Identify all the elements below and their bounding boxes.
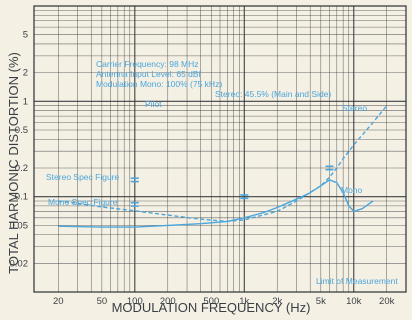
spec-mark: [130, 205, 139, 207]
x-tick-label: 500: [203, 296, 219, 307]
x-tick-label: 5k: [316, 296, 326, 307]
spec-mark: [240, 197, 249, 200]
spec-mark: [240, 194, 249, 196]
spec-mark: [130, 180, 139, 183]
y-tick-label: 0.5: [15, 125, 28, 136]
modulation-stereo-label: Stereo: 45.5% (Main and Side): [215, 89, 331, 99]
stereo-spec-figure-label: Stereo Spec Figure: [46, 172, 120, 182]
spec-mark: [130, 177, 139, 179]
x-tick-label: 1k: [239, 296, 249, 307]
series-layer: [58, 105, 388, 228]
x-tick-label: 20: [53, 296, 64, 307]
y-tick-label: 0.02: [10, 258, 29, 269]
y-tick-label: 0.05: [10, 220, 29, 231]
spec-mark: [325, 165, 334, 168]
grid-layer: [33, 5, 407, 293]
spec-mark: [130, 201, 139, 204]
carrier-frequency-label: Carrier Frequency: 98 MHz: [96, 59, 199, 69]
stereo-series-line: [58, 105, 388, 223]
plot-frame: [33, 5, 407, 293]
x-tick-label: 100: [127, 296, 143, 307]
tick-label-layer: 20 50 100 200 500 1k 2k 5k 10k 20k 5 2 1 0.5 0.2 0.1 0.0…: [10, 30, 395, 307]
x-tick-label: 20k: [379, 296, 395, 307]
spec-mark-layer: [130, 165, 334, 207]
x-tick-label: 10k: [346, 296, 362, 307]
y-tick-label: 0.2: [15, 163, 28, 174]
y-tick-label: 1: [23, 96, 28, 107]
y-axis-title: TOTAL HARMONIC DISTORTION (%): [6, 52, 21, 274]
y-tick-label: 2: [23, 68, 28, 79]
y-tick-label: 5: [23, 30, 28, 41]
stereo-series-label: Stereo: [342, 103, 367, 113]
mono-series-line: [58, 179, 374, 228]
test-conditions-block: Carrier Frequency: 98 MHz Antenna Input …: [96, 59, 331, 109]
y-tick-label: 0.1: [15, 192, 28, 203]
mono-spec-figure-label: Mono Spec Figure: [48, 197, 118, 207]
mono-series-label: Mono: [341, 185, 363, 195]
x-tick-label: 2k: [272, 296, 282, 307]
limit-of-measurement-label: Limit of Measurement: [316, 276, 398, 286]
x-axis-title: MODULATION FREQUENCY (Hz): [112, 300, 311, 315]
x-tick-label: 50: [97, 296, 108, 307]
pilot-label: Pilot: [145, 99, 162, 109]
antenna-input-label: Antenna Input Level: 65 dBf: [96, 69, 202, 79]
modulation-mono-label: Modulation Mono: 100% (75 kHz): [96, 79, 222, 89]
x-tick-label: 200: [160, 296, 176, 307]
spec-mark: [325, 168, 334, 171]
